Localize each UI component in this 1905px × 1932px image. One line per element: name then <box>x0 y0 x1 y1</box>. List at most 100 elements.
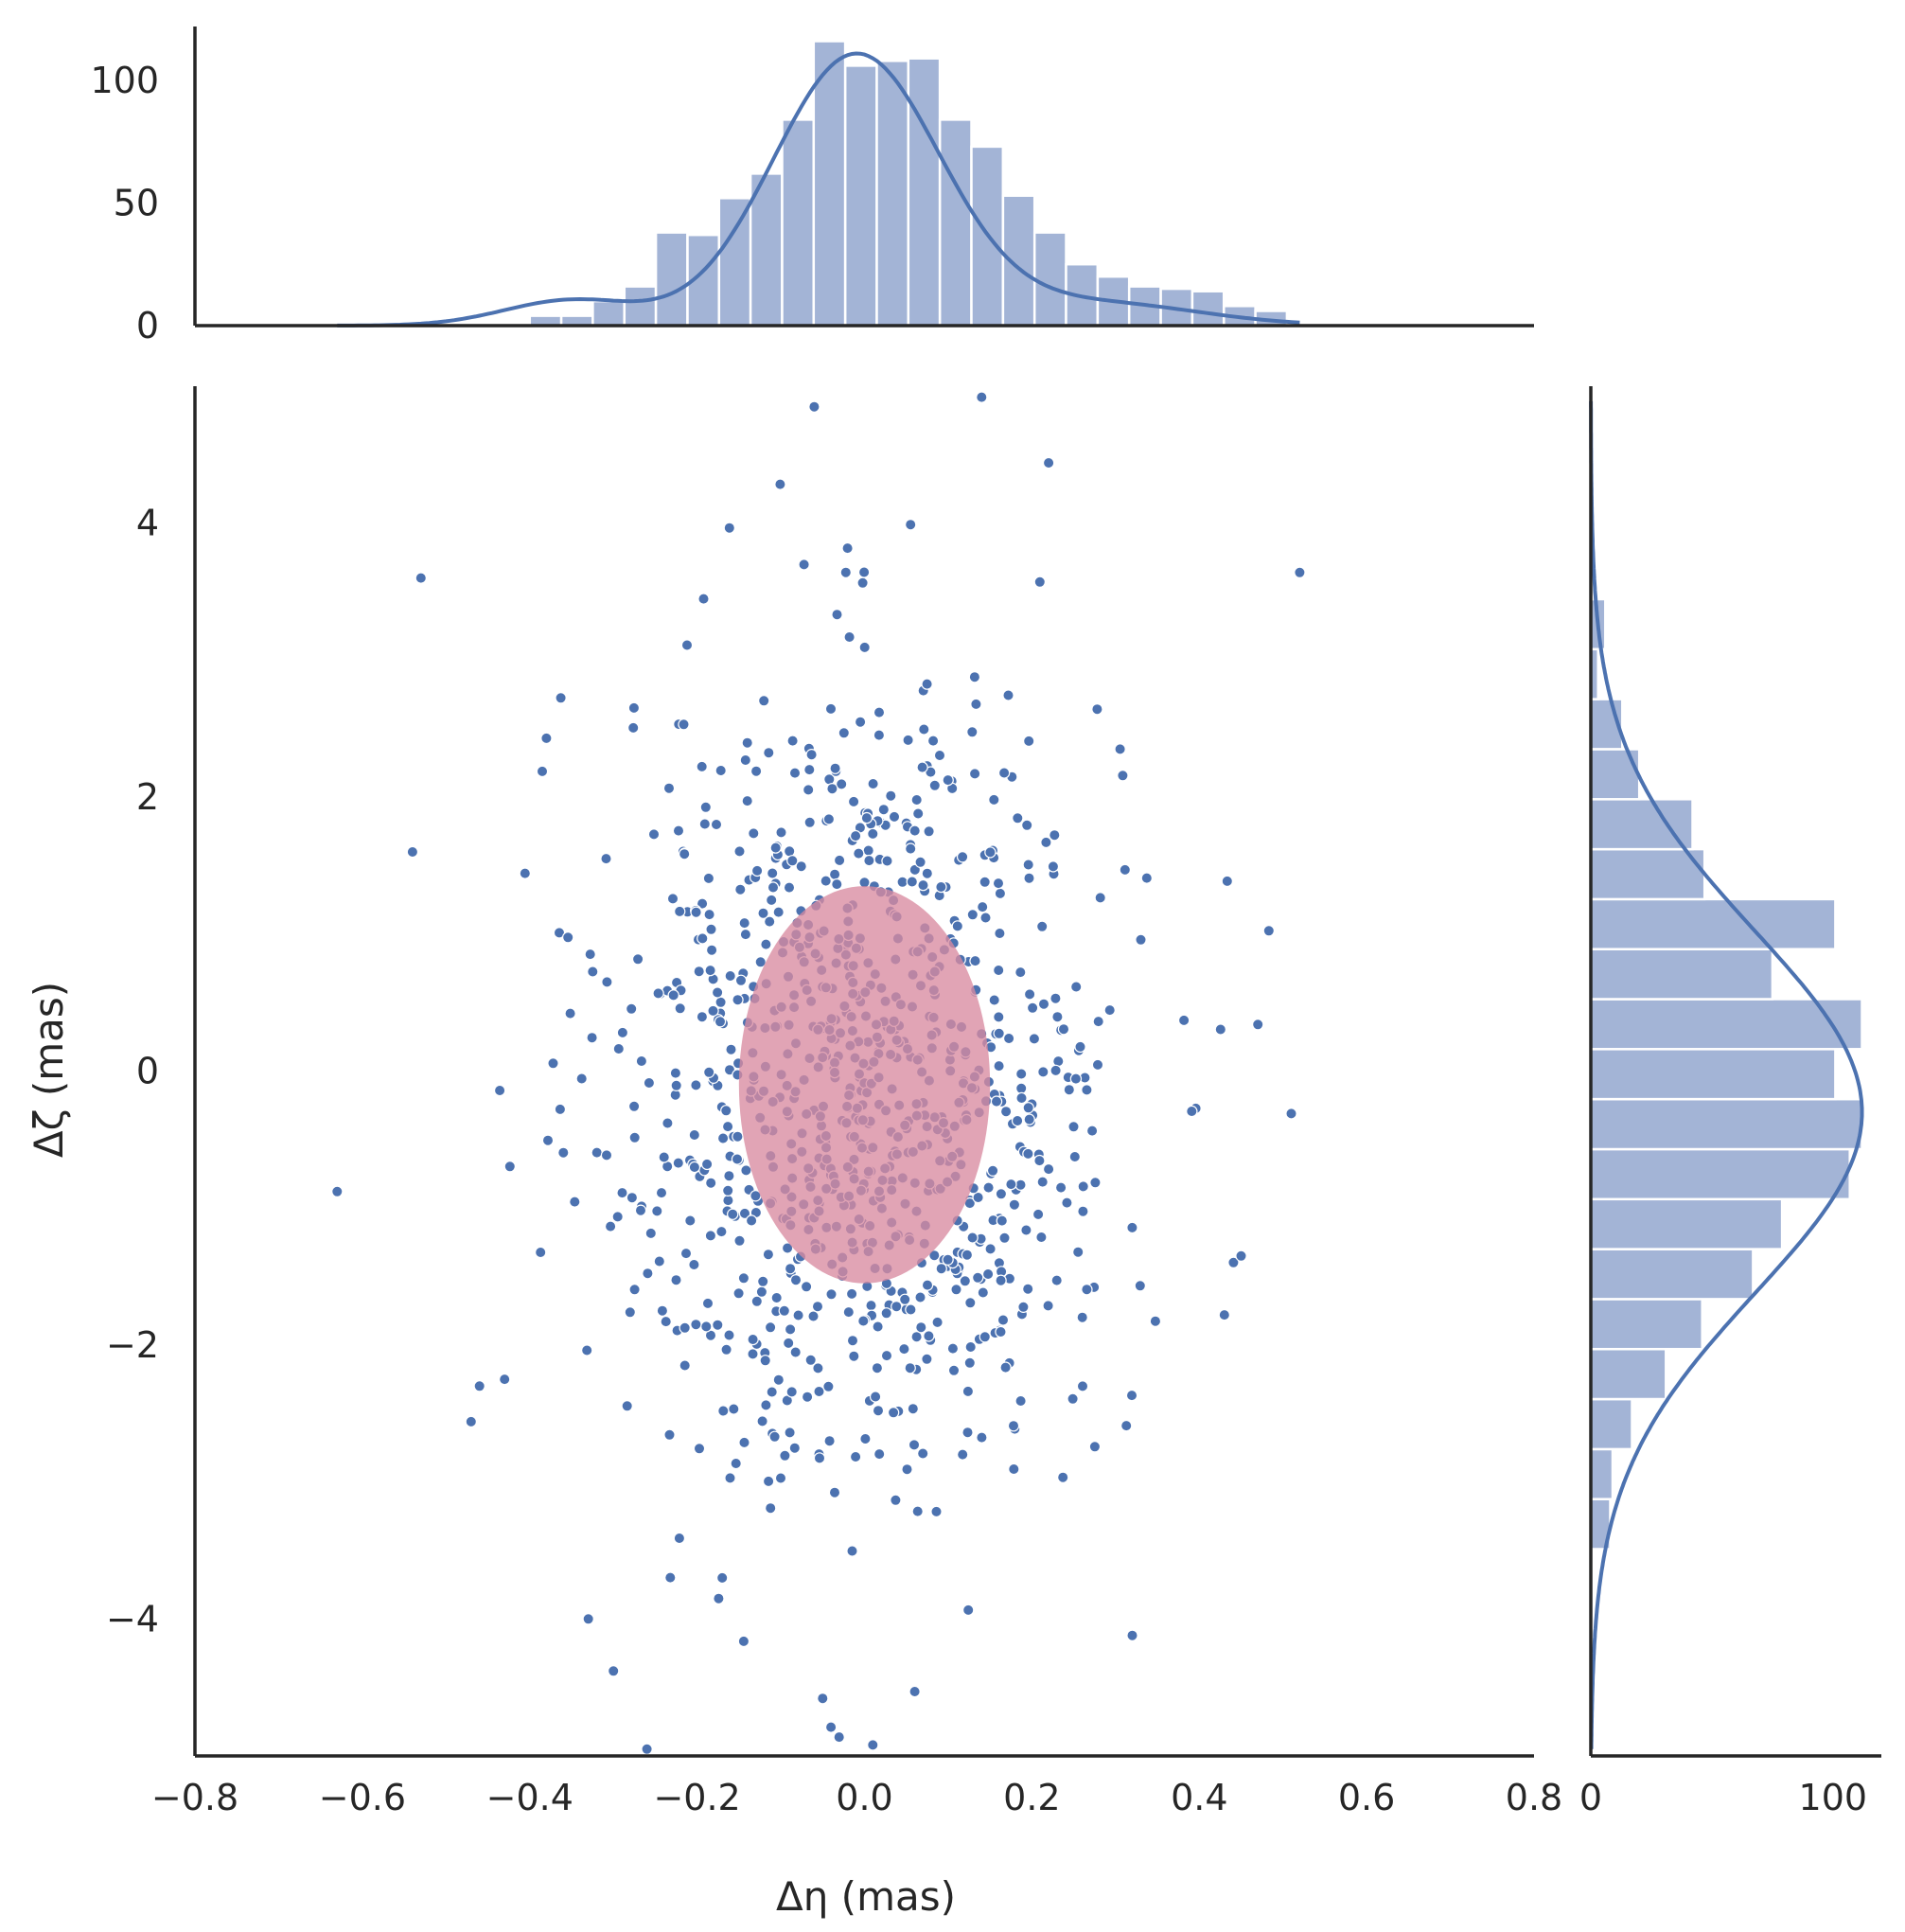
scatter-point <box>1021 1283 1034 1295</box>
scatter-point <box>873 1447 886 1461</box>
scatter-point <box>704 1230 717 1242</box>
scatter-point <box>536 765 549 778</box>
y-tick-label: −4 <box>106 1598 159 1640</box>
scatter-point <box>738 1207 751 1220</box>
scatter-point <box>716 1571 729 1585</box>
scatter-point <box>701 1297 714 1310</box>
scatter-point <box>765 1501 777 1515</box>
scatter-point <box>1069 981 1083 993</box>
scatter-point <box>611 1211 624 1223</box>
top-hist-count-tick-label: 50 <box>114 183 159 224</box>
scatter-point <box>869 1391 882 1403</box>
scatter-point <box>984 1243 997 1255</box>
scatter-point <box>664 1571 677 1584</box>
right-hist-bar <box>1589 1397 1633 1451</box>
scatter-point <box>690 1318 702 1331</box>
top-marginal-histogram <box>337 40 1300 328</box>
top-hist-bar <box>623 285 658 328</box>
scatter-point <box>732 1287 745 1300</box>
scatter-point <box>770 1291 783 1304</box>
scatter-point <box>923 825 935 838</box>
right-kde-curve <box>1589 400 1864 1749</box>
scatter-point <box>733 845 746 858</box>
scatter-point <box>1023 1113 1035 1126</box>
scatter-point <box>999 1361 1012 1374</box>
scatter-point <box>714 996 727 1009</box>
scatter-point <box>1022 1102 1034 1114</box>
scatter-point <box>1061 1196 1073 1209</box>
scatter-point <box>1074 1040 1086 1054</box>
axes: −0.8 −0.6 −0.4 −0.2 0.0 0.2 0.4 0.6 0.8 −4 −2 0 2 4 0 5… <box>90 27 1881 1818</box>
scatter-point <box>997 1314 1010 1326</box>
x-tick-label: −0.8 <box>151 1777 238 1818</box>
scatter-point <box>914 1291 926 1303</box>
scatter-point <box>769 842 782 854</box>
scatter-point <box>942 773 954 787</box>
scatter-point <box>674 1002 686 1015</box>
scatter-point <box>854 716 867 728</box>
scatter-point <box>1081 1084 1093 1096</box>
scatter-point <box>600 852 612 865</box>
scatter-point <box>979 912 992 924</box>
scatter-point <box>822 1380 835 1393</box>
scatter-point <box>1126 1221 1138 1234</box>
y-tick-label: 0 <box>136 1051 159 1092</box>
scatter-point <box>714 764 727 777</box>
scatter-point <box>826 783 838 795</box>
scatter-point <box>768 1430 781 1444</box>
scatter-point <box>581 1344 593 1356</box>
scatter-point <box>1042 1162 1055 1176</box>
scatter-point <box>700 1158 714 1171</box>
scatter-point <box>1005 1178 1017 1191</box>
scatter-point <box>1125 1389 1138 1402</box>
right-hist-bar <box>1589 1347 1667 1401</box>
scatter-point <box>473 1380 485 1392</box>
scatter-point <box>669 1067 682 1079</box>
scatter-point <box>737 1635 750 1648</box>
scatter-point <box>1235 1250 1247 1263</box>
scatter-point <box>951 920 964 932</box>
scatter-point <box>1067 1121 1080 1133</box>
scatter-point <box>996 1214 1009 1227</box>
scatter-point <box>873 729 886 741</box>
scatter-point <box>824 1721 838 1733</box>
scatter-point <box>845 1287 858 1301</box>
scatter-point <box>764 915 776 928</box>
scatter-point <box>914 856 926 869</box>
scatter-point <box>627 721 640 735</box>
scatter-point <box>1014 1082 1028 1095</box>
scatter-point <box>764 1321 777 1334</box>
scatter-point <box>1218 1308 1231 1321</box>
scatter-point <box>959 1275 972 1287</box>
scatter-point <box>667 989 679 1001</box>
scatter-point <box>992 877 1005 890</box>
scatter-point <box>813 1452 826 1464</box>
scatter-point <box>865 1299 877 1312</box>
scatter-point <box>1033 1154 1046 1167</box>
scatter-point <box>829 762 841 774</box>
scatter-point <box>857 566 871 578</box>
scatter-point <box>688 1161 701 1174</box>
right-hist-bar <box>1589 1048 1837 1101</box>
scatter-point <box>1026 1001 1039 1015</box>
scatter-point <box>972 1191 984 1204</box>
scatter-point <box>763 747 775 759</box>
scatter-point <box>1014 1068 1028 1080</box>
scatter-point <box>672 824 685 837</box>
scatter-point <box>849 829 862 842</box>
x-tick-label: 0.4 <box>1171 1777 1227 1818</box>
scatter-point <box>789 1273 803 1286</box>
scatter-point <box>1014 966 1027 979</box>
scatter-point <box>783 881 796 894</box>
x-tick-label: 0.8 <box>1506 1777 1562 1818</box>
scatter-point <box>995 1274 1007 1286</box>
scatter-point <box>745 1214 758 1227</box>
scatter-point <box>828 868 841 880</box>
y-axis-label: Δζ (mas) <box>26 982 72 1158</box>
scatter-point <box>652 987 664 1000</box>
scatter-point <box>872 1320 884 1333</box>
scatter-point <box>702 872 715 885</box>
scatter-point <box>656 1304 669 1317</box>
scatter-point <box>688 1128 701 1142</box>
scatter-point <box>964 1340 977 1354</box>
